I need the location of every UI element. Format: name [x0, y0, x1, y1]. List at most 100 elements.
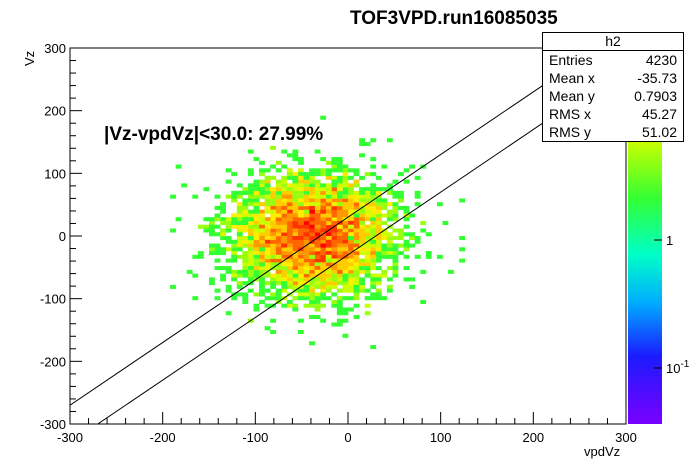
heatmap-cell: [275, 236, 282, 241]
heatmap-cell: [225, 266, 232, 271]
heatmap-cell: [359, 217, 365, 222]
heatmap-cell: [325, 220, 332, 226]
heatmap-cell: [292, 247, 299, 252]
heatmap-cell: [364, 172, 371, 177]
heatmap-cell: [364, 262, 371, 267]
heatmap-cell: [309, 262, 315, 267]
heatmap-cell: [342, 164, 349, 169]
heatmap-cell: [292, 254, 299, 259]
heatmap-cell: [314, 251, 321, 256]
heatmap-cell: [253, 187, 260, 192]
heatmap-cell: [375, 273, 382, 278]
heatmap-cell: [303, 254, 310, 259]
heatmap-cell: [370, 232, 377, 237]
heatmap-cell: [370, 220, 377, 226]
heatmap-cell: [231, 296, 238, 301]
heatmap-cell: [209, 228, 215, 233]
heatmap-cell: [292, 220, 299, 226]
stats-row: RMS x 45.27: [543, 105, 683, 123]
heatmap-cell: [320, 281, 327, 286]
heatmap-cell: [375, 288, 382, 293]
heatmap-cell: [436, 202, 443, 207]
heatmap-cell: [297, 236, 304, 241]
heatmap-cell: [270, 330, 277, 335]
heatmap-cell: [247, 209, 254, 214]
heatmap-cell: [364, 247, 371, 252]
heatmap-cell: [247, 277, 254, 282]
heatmap-cell: [292, 175, 299, 180]
heatmap-cell: [314, 190, 321, 195]
heatmap-cell: [414, 254, 421, 259]
heatmap-cell: [309, 217, 315, 222]
heatmap-cell: [320, 190, 327, 195]
heatmap-cell: [247, 149, 254, 154]
heatmap-cell: [275, 168, 282, 173]
heatmap-cell: [381, 205, 388, 210]
heatmap-cell: [381, 202, 388, 207]
heatmap-cell: [342, 168, 349, 173]
heatmap-cell: [325, 232, 332, 237]
heatmap-cell: [336, 322, 343, 327]
heatmap-cell: [320, 288, 327, 293]
heatmap-cell: [281, 232, 288, 237]
heatmap-cell: [270, 228, 277, 233]
heatmap-cell: [247, 262, 254, 267]
heatmap-cell: [348, 228, 354, 233]
heatmap-cell: [320, 258, 327, 263]
heatmap-cell: [253, 220, 260, 226]
heatmap-cell: [370, 217, 377, 222]
heatmap-cell: [236, 213, 243, 218]
heatmap-cell: [292, 239, 299, 244]
heatmap-cell: [231, 190, 238, 195]
heatmap-cell: [336, 273, 343, 278]
heatmap-cell: [342, 333, 349, 338]
heatmap-cell: [303, 269, 310, 274]
heatmap-cell: [242, 213, 249, 218]
heatmap-cell: [370, 254, 377, 259]
heatmap-cell: [297, 179, 304, 184]
heatmap-cell: [292, 149, 299, 154]
heatmap-cell: [314, 168, 321, 173]
heatmap-cell: [353, 236, 360, 241]
heatmap-cell: [403, 254, 410, 259]
y-tick-label: 200: [44, 104, 66, 119]
heatmap-cell: [320, 198, 327, 203]
heatmap-cell: [264, 326, 271, 331]
heatmap-cell: [392, 243, 399, 248]
heatmap-cell: [259, 243, 265, 248]
heatmap-cell: [303, 247, 310, 252]
heatmap-cell: [353, 251, 360, 256]
heatmap-cell: [314, 232, 321, 237]
heatmap-cell: [264, 288, 271, 293]
heatmap-cell: [353, 232, 360, 237]
heatmap-cell: [253, 258, 260, 263]
heatmap-cell: [336, 157, 343, 162]
heatmap-cell: [398, 190, 404, 195]
heatmap-cell: [264, 262, 271, 267]
heatmap-cell: [303, 232, 310, 237]
heatmap-cell: [264, 194, 271, 199]
heatmap-cell: [359, 269, 365, 274]
heatmap-cell: [220, 273, 226, 278]
heatmap-cell: [353, 296, 360, 301]
heatmap-cell: [292, 198, 299, 203]
heatmap-cell: [309, 251, 315, 256]
heatmap-cell: [314, 243, 321, 248]
heatmap-cell: [436, 254, 443, 259]
heatmap-cell: [398, 243, 404, 248]
heatmap-cell: [275, 247, 282, 252]
heatmap-cell: [297, 220, 304, 226]
heatmap-cell: [264, 168, 271, 173]
heatmap-cell: [303, 172, 310, 177]
heatmap-cell: [286, 251, 293, 256]
heatmap-cell: [297, 224, 304, 229]
heatmap-cell: [292, 284, 299, 289]
heatmap-cell: [236, 209, 243, 214]
heatmap-cell: [370, 138, 377, 143]
heatmap-cell: [336, 277, 343, 282]
heatmap-cell: [281, 228, 288, 233]
heatmap-cell: [231, 277, 238, 282]
heatmap-cell: [220, 232, 226, 237]
heatmap-cell: [259, 288, 265, 293]
heatmap-cell: [342, 228, 349, 233]
